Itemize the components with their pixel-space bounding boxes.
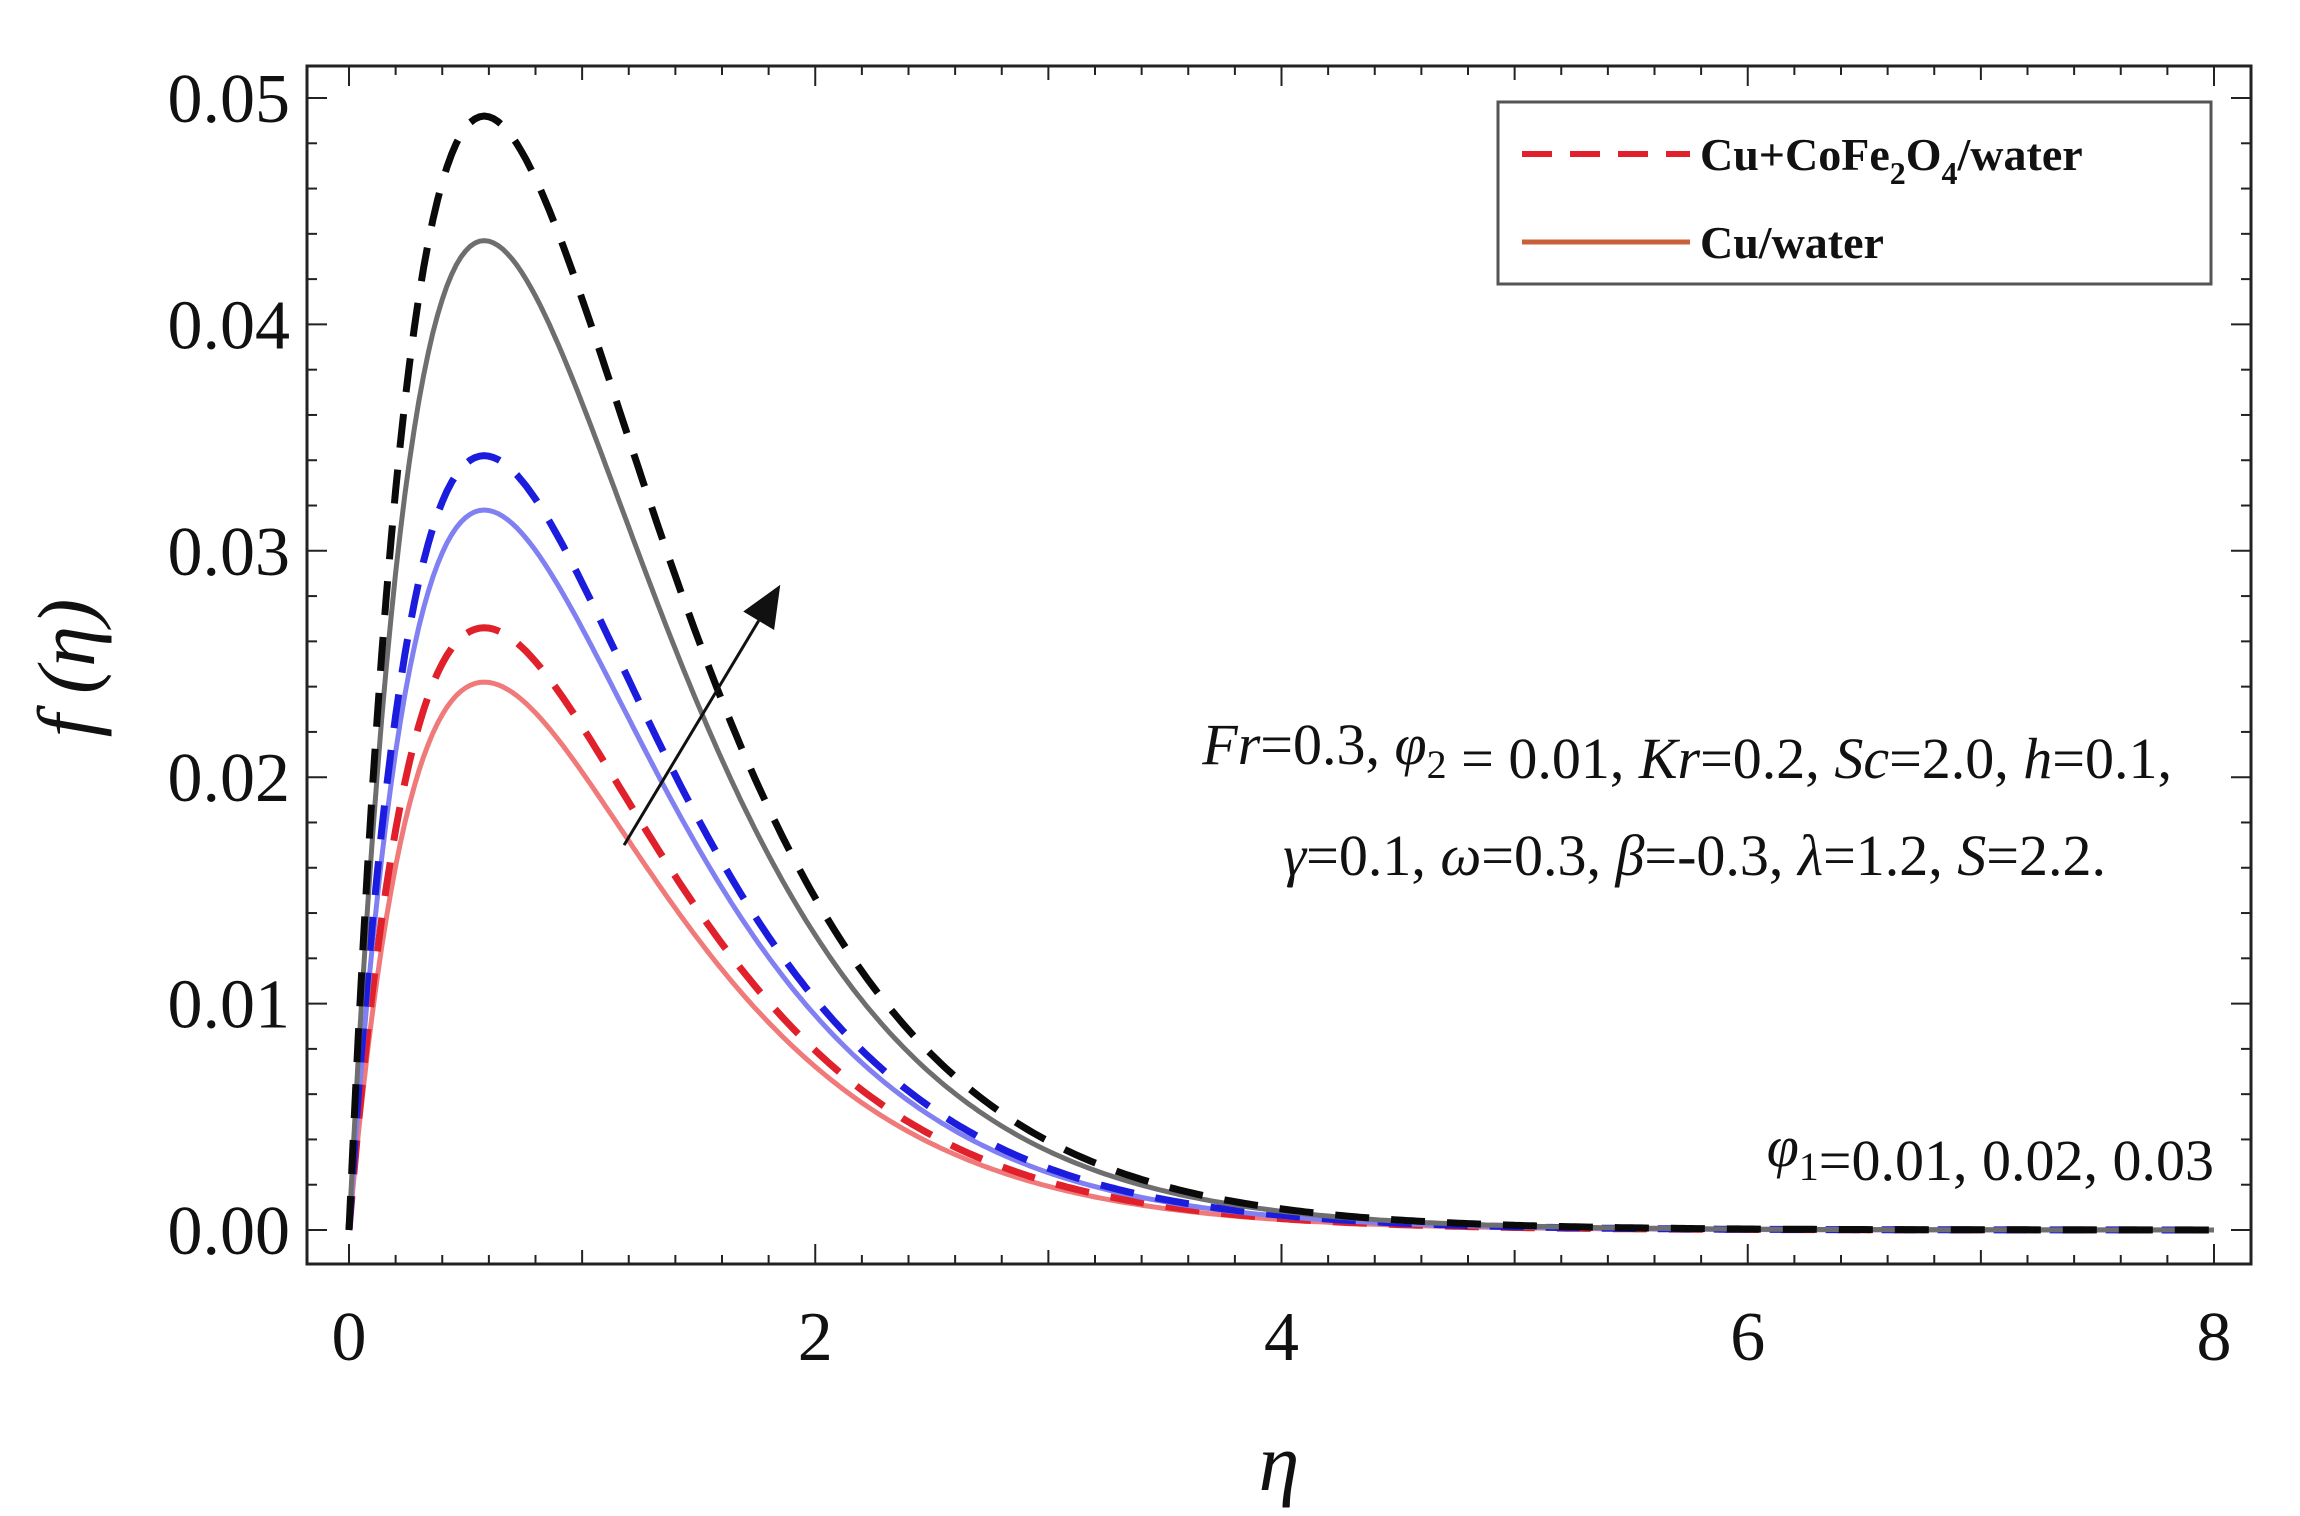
- legend: Cu+CoFe2O4/water Cu/water: [1496, 100, 2213, 286]
- axis-ticks: [307, 66, 2251, 1264]
- tick-labels: 0 2 4 6 8 0.00 0.01 0.02 0.03 0.04 0.05: [168, 61, 2232, 1376]
- annotation-subscript: 2: [1427, 742, 1447, 787]
- legend-label-hybrid: Cu+CoFe2O4/water: [1700, 129, 2083, 191]
- arrow-shaft: [622, 620, 760, 846]
- x-tick-label: 6: [1730, 1299, 1765, 1376]
- annotation-part: =0.1,: [1306, 823, 1440, 888]
- annotation-part: =0.1,: [2052, 726, 2172, 791]
- legend-label-mono: Cu/water: [1700, 217, 1884, 268]
- annotation-part: β: [1615, 823, 1645, 888]
- annotation-part: γ: [1283, 823, 1308, 888]
- legend-box: [1496, 100, 2213, 286]
- series-layer: [345, 112, 2214, 1234]
- y-tick-label: 0.05: [168, 61, 291, 138]
- x-tick-label: 8: [2197, 1299, 2232, 1376]
- y-axis-label: f (η): [21, 599, 112, 738]
- annotation-subscript: 1: [1799, 1144, 1819, 1189]
- y-tick-label: 0.03: [168, 514, 291, 591]
- annotation-part: =0.3,: [1260, 712, 1394, 777]
- annotation-part: =0.3,: [1481, 823, 1615, 888]
- x-tick-label: 0: [332, 1299, 367, 1376]
- annotation-part: =0.01, 0.02, 0.03: [1819, 1128, 2214, 1193]
- annotation-part: =0.2,: [1700, 726, 1834, 791]
- annotation-part: φ: [1395, 712, 1427, 777]
- annotation-part: Kr: [1638, 726, 1701, 791]
- plot-frame: [305, 64, 2253, 1266]
- x-tick-label: 2: [798, 1299, 833, 1376]
- y-tick-label: 0.01: [168, 967, 291, 1044]
- annotation-part: Fr: [1201, 712, 1260, 777]
- y-tick-label: 0.04: [168, 287, 291, 364]
- annotation-part: = 0.01,: [1447, 726, 1639, 791]
- y-tick-label: 0.02: [168, 740, 291, 817]
- annotation-part: =2.0,: [1889, 726, 2023, 791]
- arrow-head: [743, 584, 781, 631]
- increase-arrow: [622, 584, 781, 846]
- annotation-part: h: [2023, 726, 2052, 791]
- x-tick-label: 4: [1264, 1299, 1299, 1376]
- series-line: [345, 112, 2214, 1234]
- y-tick-label: 0.00: [168, 1193, 291, 1270]
- annotation-part: =-0.3,: [1644, 823, 1798, 888]
- parameter-annotation-line1: Fr=0.3, φ2 = 0.01, Kr=0.2, Sc=2.0, h=0.1…: [1201, 712, 2172, 791]
- annotation-part: S: [1957, 823, 1986, 888]
- phi1-annotation: φ1=0.01, 0.02, 0.03: [1767, 1114, 2214, 1193]
- annotation-part: =2.2.: [1986, 823, 2106, 888]
- parameter-annotation-line2: γ=0.1, ω=0.3, β=-0.3, λ=1.2, S=2.2.: [1283, 823, 2106, 888]
- annotation-part: λ: [1796, 823, 1823, 888]
- annotation-part: Sc: [1834, 726, 1889, 791]
- x-axis-label: η: [1259, 1417, 1300, 1508]
- annotation-part: ω: [1440, 823, 1481, 888]
- annotation-part: φ: [1767, 1114, 1799, 1179]
- annotation-part: =1.2,: [1823, 823, 1957, 888]
